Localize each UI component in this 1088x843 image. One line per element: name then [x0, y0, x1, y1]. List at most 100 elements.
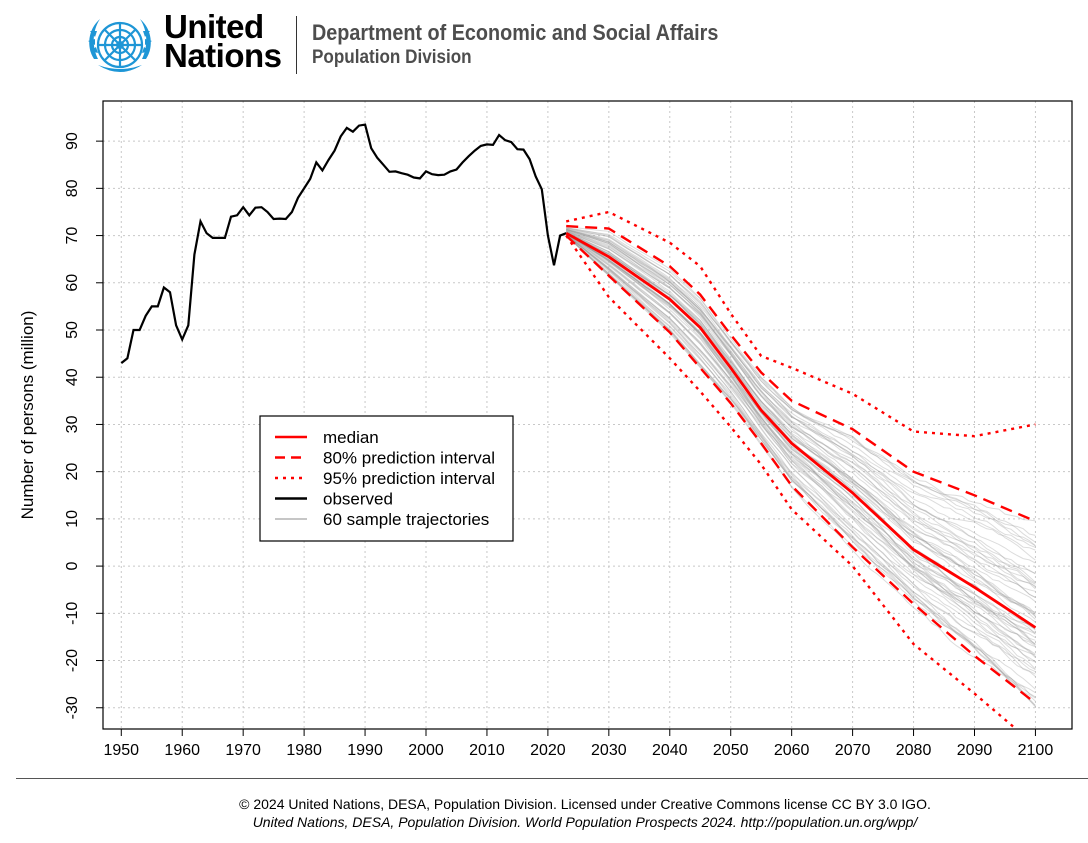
y-tick-label: 80	[64, 179, 81, 197]
footer-divider	[16, 778, 1088, 779]
sample-trajectory	[565, 234, 1036, 675]
y-tick-label: 50	[64, 321, 81, 339]
y-tick-label: 70	[64, 227, 81, 245]
sample-trajectory	[565, 232, 1036, 613]
legend-label: 60 sample trajectories	[323, 510, 489, 529]
y-axis-label: Number of persons (million)	[18, 311, 37, 520]
axes: 1950 1960 1970 1980 1990 2000 2010 2020 2030 2040…	[64, 132, 1053, 759]
sample-trajectory	[566, 227, 1036, 543]
un-wordmark: United Nations	[164, 8, 282, 74]
x-tick-label: 1960	[164, 742, 200, 759]
sample-trajectory	[565, 233, 1036, 631]
y-tick-label: 0	[64, 562, 81, 571]
un-wordmark-line1: United	[164, 8, 264, 45]
department-name: Department of Economic and Social Affair…	[312, 20, 719, 45]
sample-trajectory	[565, 234, 1036, 645]
legend-label: 95% prediction interval	[323, 469, 495, 488]
sample-trajectory	[565, 233, 1036, 634]
y-tick-label: -20	[64, 649, 81, 672]
sample-trajectory	[566, 228, 1036, 564]
sample-trajectory	[565, 233, 1036, 635]
population-projection-chart: 1950 1960 1970 1980 1990 2000 2010 2020 2030 2040…	[18, 100, 1073, 759]
sample-trajectory	[565, 234, 1036, 698]
sample-trajectory	[565, 231, 1036, 615]
sample-trajectory	[565, 233, 1036, 646]
observed-line	[120, 123, 567, 364]
sample-trajectory	[566, 228, 1036, 551]
pi95-upper-line	[565, 210, 1036, 438]
pi95-lower-line	[565, 234, 1018, 729]
sample-trajectory	[566, 230, 1036, 592]
x-tick-label: 1990	[347, 742, 383, 759]
sample-trajectory	[565, 233, 1036, 657]
sample-trajectory	[565, 231, 1036, 603]
pi80-upper-line	[566, 224, 1036, 523]
sample-trajectory	[565, 233, 1036, 645]
division-name: Population Division	[312, 47, 472, 68]
sample-trajectory	[566, 227, 1036, 522]
sample-trajectory	[566, 228, 1036, 548]
sample-trajectory	[565, 234, 1036, 658]
un-wordmark-line2: Nations	[164, 37, 282, 74]
sample-trajectory	[565, 234, 1036, 677]
sample-trajectory	[565, 234, 1036, 673]
sample-trajectory	[566, 228, 1036, 561]
median-line	[565, 231, 1037, 629]
prediction-intervals	[565, 210, 1037, 729]
sample-trajectory	[566, 229, 1036, 590]
observed-series	[120, 123, 567, 364]
sample-trajectory	[566, 229, 1036, 585]
sample-trajectories	[565, 226, 1036, 708]
plot-frame	[102, 100, 1073, 730]
y-tick-label: 30	[64, 415, 81, 433]
sample-trajectory	[566, 227, 1036, 536]
pi80-lower-line	[565, 234, 1037, 704]
x-tick-label: 1980	[286, 742, 322, 759]
sample-trajectory	[565, 232, 1036, 616]
sample-trajectory	[565, 232, 1036, 623]
sample-trajectory	[565, 234, 1036, 699]
sample-trajectory	[565, 234, 1036, 694]
x-tick-label: 2020	[530, 742, 566, 759]
sample-trajectory	[566, 230, 1036, 587]
x-tick-label: 2040	[652, 742, 688, 759]
sample-trajectory	[566, 227, 1036, 547]
sample-trajectory	[566, 228, 1036, 583]
sample-trajectory	[566, 226, 1036, 546]
y-tick-label: -30	[64, 696, 81, 719]
x-tick-label: 2000	[408, 742, 444, 759]
legend-label: 80% prediction interval	[323, 449, 495, 468]
sample-trajectory	[565, 234, 1036, 663]
x-tick-label: 2060	[774, 742, 810, 759]
sample-trajectory	[566, 229, 1036, 584]
sample-trajectory	[565, 232, 1036, 663]
sample-trajectory	[566, 229, 1036, 575]
footer-license: © 2024 United Nations, DESA, Population …	[239, 796, 931, 812]
sample-trajectory	[565, 233, 1036, 648]
sample-trajectory	[565, 233, 1036, 656]
sample-trajectory	[565, 233, 1036, 639]
un-emblem-icon	[88, 19, 152, 72]
x-tick-label: 1970	[225, 742, 261, 759]
median-series	[565, 231, 1037, 629]
sample-trajectory	[565, 233, 1036, 647]
y-tick-label: 10	[64, 510, 81, 528]
sample-trajectory	[565, 234, 1036, 671]
sample-trajectory	[566, 230, 1036, 617]
x-tick-label: 2070	[835, 742, 871, 759]
y-tick-label: -10	[64, 602, 81, 625]
page-header: United Nations Department of Economic an…	[0, 0, 1088, 90]
sample-trajectory	[566, 230, 1036, 588]
sample-trajectory	[565, 231, 1036, 598]
sample-trajectory	[565, 233, 1036, 670]
y-tick-label: 20	[64, 463, 81, 481]
x-tick-label: 2090	[957, 742, 993, 759]
y-tick-label: 90	[64, 132, 81, 150]
sample-trajectory	[565, 233, 1036, 635]
x-tick-label: 2050	[713, 742, 749, 759]
sample-trajectory	[566, 230, 1036, 598]
sample-trajectory	[566, 229, 1036, 574]
footer-citation: United Nations, DESA, Population Divisio…	[252, 814, 918, 830]
header-divider	[296, 16, 297, 74]
